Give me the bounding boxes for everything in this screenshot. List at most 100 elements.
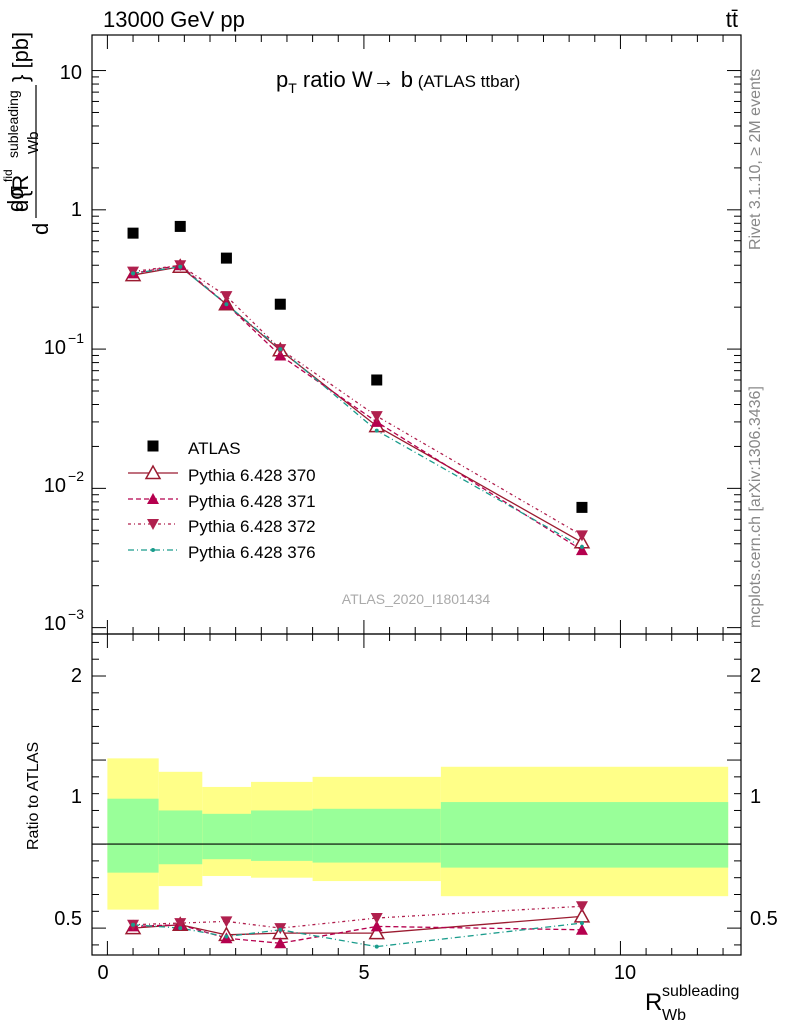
svg-text:Wb: Wb [25, 132, 42, 155]
legend-marker-atlas [147, 440, 159, 452]
legend: ATLAS Pythia 6.428 370 Pythia 6.428 371 … [128, 439, 316, 562]
main-y-axis-label: d d {R Wb subleading } [pb] dσ fid [1, 32, 53, 235]
ytick-exp-1e-3: −3 [68, 606, 84, 622]
band-inner-2 [202, 813, 252, 860]
svg-text:fid: fid [1, 169, 15, 182]
ratio-series-lines [132, 905, 583, 948]
legend-label-376: Pythia 6.428 376 [188, 543, 316, 562]
band-inner-5 [440, 802, 729, 868]
main-series-markers [124, 220, 591, 556]
main-marker-pythia-6-428-376 [278, 347, 283, 352]
main-ytick-labels: 10 1 10 −1 10 −2 10 −3 [44, 62, 84, 635]
ratio-axis-ticks [92, 634, 741, 955]
ratio-marker-pythia-6-428-376 [278, 927, 283, 932]
legend-marker-pythia-6-428-371 [147, 493, 159, 504]
ratio-ytick-labels: 0.5 1 2 0.5 1 2 [54, 665, 778, 930]
legend-label-372: Pythia 6.428 372 [188, 517, 316, 536]
ytick-exp-1e-2: −2 [68, 468, 84, 484]
ratio-marker-pythia-6-428-376 [374, 944, 379, 949]
ratio-ytick-label-0.5: 0.5 [54, 908, 82, 930]
main-marker-pythia-6-428-376 [224, 302, 229, 307]
ratio-ytick-label-right-1: 1 [750, 786, 761, 808]
ratio-marker-pythia-6-428-371 [370, 920, 383, 932]
main-marker-pythia-6-428-376 [579, 544, 584, 549]
main-line-pythia-6-428-376 [132, 266, 583, 548]
header-right: tt̄ [726, 7, 738, 32]
ratio-marker-pythia-6-428-371 [575, 923, 588, 935]
ytick-label-1e-2: 10 [44, 475, 66, 497]
ratio-marker-pythia-6-428-370 [368, 924, 386, 940]
main-marker-atlas [371, 374, 383, 386]
svg-text:d: d [8, 200, 33, 212]
main-marker-atlas [220, 252, 232, 264]
main-marker-pythia-6-428-376 [374, 428, 379, 433]
band-inner-1 [158, 810, 203, 865]
ratio-ytick-label-right-0.5: 0.5 [750, 908, 778, 930]
svg-text:dσ: dσ [3, 186, 28, 212]
ratio-marker-pythia-6-428-372 [174, 918, 187, 930]
main-series-lines [132, 264, 583, 551]
source-text: mcplots.cern.ch [arXiv:1306.3436] [747, 386, 764, 628]
main-marker-atlas [174, 220, 186, 232]
xtick-label-5: 5 [358, 962, 369, 984]
main-marker-pythia-6-428-371 [575, 544, 588, 556]
legend-marker-pythia-6-428-376 [151, 548, 155, 552]
analysis-id: ATLAS_2020_I1801434 [342, 591, 491, 607]
ratio-marker-pythia-6-428-371 [274, 937, 287, 949]
ytick-label-1: 1 [71, 199, 82, 221]
ratio-line-pythia-6-428-371 [133, 924, 582, 944]
legend-marker-pythia-6-428-370 [144, 464, 162, 480]
ratio-series-markers [124, 901, 591, 949]
band-inner-3 [251, 810, 313, 861]
main-marker-pythia-6-428-372 [370, 411, 383, 423]
ratio-marker-pythia-6-428-372 [575, 901, 588, 913]
x-axis-label: R Wb subleading [645, 983, 739, 1024]
band-inner-0 [107, 798, 159, 873]
ratio-y-axis-label: Ratio to ATLAS [25, 742, 42, 850]
legend-label-370: Pythia 6.428 370 [188, 466, 316, 485]
main-marker-atlas [274, 298, 286, 310]
ratio-line-pythia-6-428-376 [132, 922, 583, 948]
svg-text:} [pb]: } [pb] [8, 32, 33, 82]
ratio-marker-pythia-6-428-376 [224, 934, 229, 939]
ratio-marker-pythia-6-428-372 [220, 916, 233, 928]
xtick-label-10: 10 [614, 962, 636, 984]
ratio-ytick-label-2: 2 [71, 665, 82, 687]
main-marker-atlas [576, 501, 588, 513]
ratio-ytick-label-1: 1 [71, 786, 82, 808]
ytick-label-1e-1: 10 [44, 337, 66, 359]
svg-text:subleading: subleading [662, 983, 739, 1000]
ratio-marker-pythia-6-428-376 [178, 926, 183, 931]
ratio-line-pythia-6-428-370 [132, 915, 583, 936]
main-line-pythia-6-428-372 [132, 264, 583, 536]
svg-text:d: d [28, 223, 53, 235]
ytick-label-1e-3: 10 [44, 613, 66, 635]
legend-marker-pythia-6-428-372 [147, 519, 159, 530]
svg-text:subleading: subleading [5, 90, 21, 158]
rivet-version-text: Rivet 3.1.10, ≥ 2M events [747, 69, 764, 250]
main-marker-pythia-6-428-372 [575, 530, 588, 542]
ratio-marker-pythia-6-428-372 [370, 913, 383, 925]
band-inner-4 [312, 808, 441, 863]
main-marker-pythia-6-428-376 [178, 264, 183, 269]
ratio-line-pythia-6-428-372 [133, 905, 582, 929]
main-line-pythia-6-428-371 [132, 264, 583, 551]
main-axis-ticks [92, 35, 741, 634]
legend-label-371: Pythia 6.428 371 [188, 492, 316, 511]
legend-label-atlas: ATLAS [188, 439, 241, 458]
xtick-labels: 0 5 10 [97, 962, 636, 984]
ratio-uncertainty-bands [107, 758, 729, 910]
header-left: 13000 GeV pp [103, 7, 245, 32]
ratio-marker-pythia-6-428-376 [131, 922, 136, 927]
ratio-marker-pythia-6-428-376 [579, 921, 584, 926]
ratio-plot-frame [91, 633, 742, 956]
ytick-label-10: 10 [60, 62, 82, 84]
svg-text:R: R [645, 989, 662, 1016]
main-marker-pythia-6-428-372 [220, 291, 233, 303]
chart-title: pT ratio W→ b (ATLAS ttbar) [276, 67, 520, 96]
ytick-exp-1e-1: −1 [68, 330, 84, 346]
xtick-label-0: 0 [97, 962, 108, 984]
ratio-ytick-label-right-2: 2 [750, 665, 761, 687]
main-marker-pythia-6-428-376 [131, 271, 136, 276]
